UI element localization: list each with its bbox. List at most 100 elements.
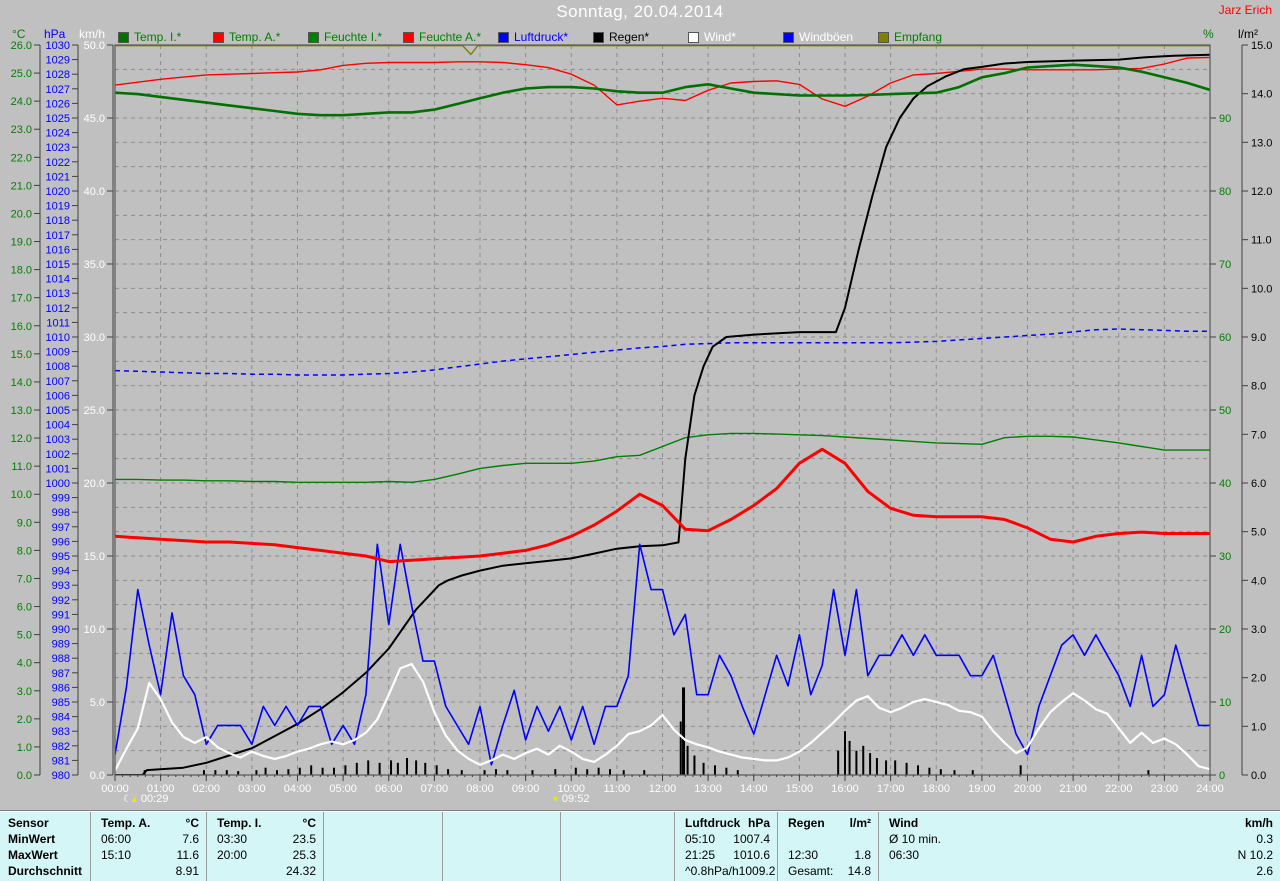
svg-text:993: 993 [52,580,70,592]
svg-text:23.0: 23.0 [11,124,32,136]
grid [115,45,1210,775]
svg-text:1015: 1015 [46,259,70,271]
stats-section-empty [560,812,674,881]
svg-text:1021: 1021 [46,171,70,183]
svg-text:19.0: 19.0 [11,237,32,249]
svg-text:30: 30 [1219,551,1231,563]
legend-label: Regen* [609,30,650,44]
svg-text:7.0: 7.0 [1251,429,1266,441]
svg-text:984: 984 [52,712,70,724]
stats-section-unit: °C [185,816,199,830]
stats-section-unit: hPa [747,816,770,830]
svg-text:1019: 1019 [46,201,70,213]
svg-text:3.0: 3.0 [1251,624,1266,636]
legend-swatch-icon [213,31,224,43]
axis-pressure-hpa: 980 981 982 983 984 985 986 987 988 989 990 991 992 9… [46,40,79,782]
series-luftdruck [115,328,1210,376]
weather-chart: 0.0 1.0 2.0 3.0 4.0 5.0 6.0 7.0 8.0 9.0 10.0 11.0 12… [11,40,1273,795]
page-title: Sonntag, 20.04.2014 [556,2,724,21]
series-temp-i [115,63,1210,117]
svg-text:10.0: 10.0 [11,489,32,501]
legend-item-wind: Wind* [688,30,783,44]
stats-cell-time: ^0.8hPa/h [685,864,739,878]
svg-text:8.0: 8.0 [1251,381,1266,393]
svg-text:06:00: 06:00 [375,783,403,795]
svg-text:1010: 1010 [46,332,70,344]
svg-text:70: 70 [1219,259,1231,271]
svg-text:05:00: 05:00 [329,783,357,795]
svg-text:25.0: 25.0 [84,405,105,417]
svg-text:50.0: 50.0 [84,40,105,52]
svg-text:00:00: 00:00 [101,783,129,795]
svg-text:991: 991 [52,609,70,621]
stats-cell-value: 1007.4 [733,832,770,846]
svg-text:1022: 1022 [46,157,70,169]
stats-section-empty [323,812,442,881]
stats-panel: Sensor MinWert MaxWert Durchschnitt Temp. A.… [0,811,1280,881]
stats-cell-value: 2.6 [1256,864,1273,878]
legend-swatch-icon [118,31,129,43]
svg-text:08:00: 08:00 [466,783,494,795]
svg-text:985: 985 [52,697,70,709]
legend-item-feuchtei: Feuchte I.* [308,30,403,44]
svg-text:987: 987 [52,668,70,680]
svg-text:35.0: 35.0 [84,259,105,271]
svg-text:989: 989 [52,639,70,651]
svg-text:2.0: 2.0 [1251,673,1266,685]
series-feuchte-i [115,432,1210,483]
svg-text:14.0: 14.0 [1251,89,1272,101]
svg-text:07:00: 07:00 [421,783,449,795]
legend-label: Feuchte A.* [419,30,482,44]
svg-text:1030: 1030 [46,40,70,52]
stats-cell-value: 1010.6 [733,848,770,862]
svg-text:983: 983 [52,726,70,738]
svg-text:13.0: 13.0 [11,405,32,417]
legend-swatch-icon [783,31,794,43]
svg-text:22:00: 22:00 [1105,783,1133,795]
svg-text:60: 60 [1219,332,1231,344]
svg-text:17:00: 17:00 [877,783,905,795]
axis-rain-lm2: 0.0 1.0 2.0 3.0 4.0 5.0 6.0 7.0 8.0 9.0 10.0 11.0 12… [1241,40,1272,782]
svg-text:1012: 1012 [46,303,70,315]
svg-text:5.0: 5.0 [1251,527,1266,539]
stats-section-name: Regen [788,816,825,830]
svg-text:13:00: 13:00 [694,783,722,795]
stats-section-name: Wind [889,816,919,830]
moonrise-marker: ☾ ▲ 00:29 [123,793,168,805]
svg-text:6.0: 6.0 [17,602,32,614]
stats-cell-time: 20:00 [217,848,248,862]
svg-text:1014: 1014 [46,274,70,286]
svg-text:1006: 1006 [46,390,70,402]
svg-text:2.0: 2.0 [17,714,32,726]
svg-text:24:00: 24:00 [1196,783,1224,795]
stats-cell-time: 15:10 [101,848,132,862]
stats-cell-value: 0.3 [1256,832,1273,846]
moonset-marker: ▼ 09:52 [551,793,589,805]
stats-cell-value: 1009.2 [738,864,776,878]
stats-section-name: Temp. A. [101,816,151,830]
svg-text:20.0: 20.0 [11,208,32,220]
svg-text:14:00: 14:00 [740,783,768,795]
svg-text:13.0: 13.0 [1251,137,1272,149]
svg-text:16:00: 16:00 [831,783,859,795]
svg-text:4.0: 4.0 [17,658,32,670]
legend-swatch-icon [688,31,699,43]
stats-cell-time: 05:10 [685,832,716,846]
svg-text:992: 992 [52,595,70,607]
stats-row-label: MaxWert [8,848,58,862]
svg-text:995: 995 [52,551,70,563]
series-empfang [115,45,1210,56]
stats-row-label: Sensor [8,816,49,830]
svg-text:10.0: 10.0 [84,624,105,636]
legend-item-tempa: Temp. A.* [213,30,308,44]
svg-text:03:00: 03:00 [238,783,266,795]
stats-cell-value: 7.6 [182,832,199,846]
svg-text:8.0: 8.0 [17,545,32,557]
stats-cell-time: 06:00 [101,832,132,846]
svg-text:11.0: 11.0 [11,461,32,473]
stats-cell-time: 03:30 [217,832,248,846]
svg-text:18:00: 18:00 [922,783,950,795]
svg-text:9.0: 9.0 [1251,332,1266,344]
svg-text:1016: 1016 [46,244,70,256]
svg-text:30.0: 30.0 [84,332,105,344]
